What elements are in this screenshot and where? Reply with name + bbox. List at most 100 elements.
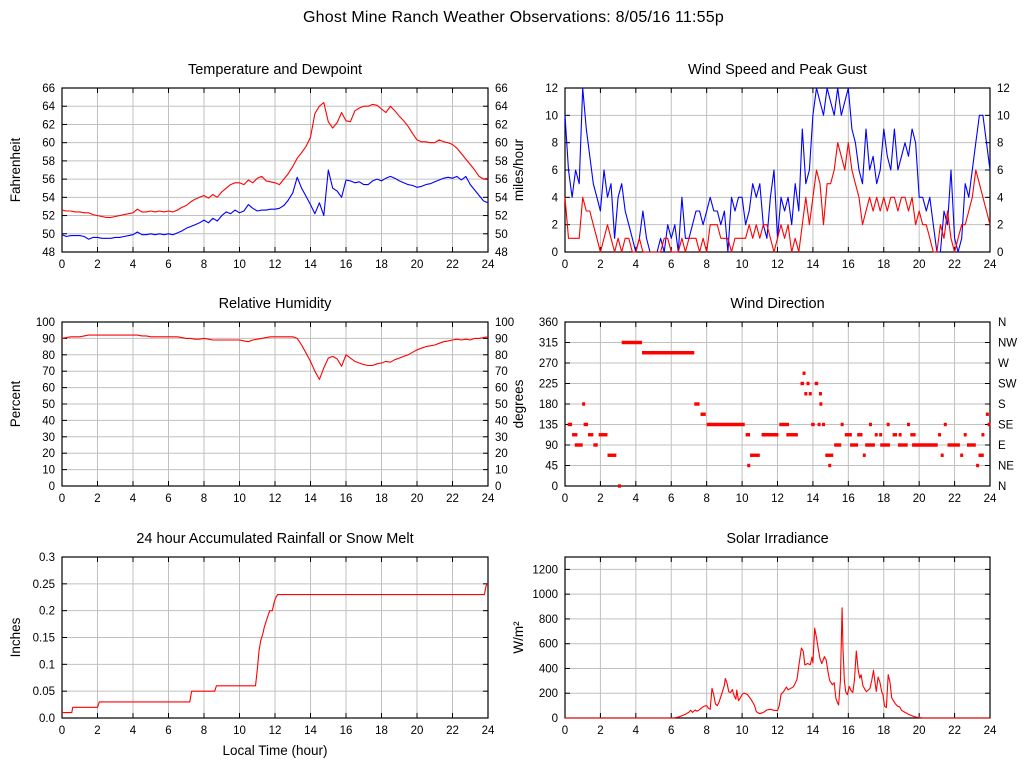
relative-humidity-ytick-right: 50 bbox=[495, 399, 508, 411]
wind-speed-gust-wind-speed-line bbox=[564, 142, 991, 253]
wind-direction-compass-label: NE bbox=[998, 461, 1014, 473]
relative-humidity-title: Relative Humidity bbox=[219, 296, 333, 312]
rainfall-ytick: 0.3 bbox=[39, 552, 55, 564]
temperature-dewpoint-xtick: 4 bbox=[130, 259, 137, 271]
temperature-dewpoint-ytick-right: 54 bbox=[495, 192, 508, 204]
solar-irradiance-ytick: 1000 bbox=[532, 589, 558, 601]
relative-humidity-ytick: 100 bbox=[36, 317, 55, 329]
rainfall-rainfall-line bbox=[62, 583, 489, 714]
wind-speed-gust-xtick: 14 bbox=[807, 259, 820, 271]
wind-direction-xtick: 8 bbox=[703, 493, 709, 505]
solar-irradiance-xtick: 18 bbox=[877, 725, 890, 737]
wind-speed-gust-ytick-right: 2 bbox=[997, 220, 1003, 232]
wind-direction-xtick: 12 bbox=[771, 493, 784, 505]
wind-speed-gust-ytick-right: 8 bbox=[997, 138, 1003, 150]
rainfall-xtick: 14 bbox=[304, 725, 317, 737]
wind-speed-gust-xtick: 4 bbox=[633, 259, 640, 271]
wind-direction-ytick: 90 bbox=[545, 440, 558, 452]
relative-humidity-ytick: 70 bbox=[42, 366, 55, 378]
temperature-dewpoint-ytick-right: 52 bbox=[495, 211, 508, 223]
temperature-dewpoint-ytick: 56 bbox=[42, 174, 55, 186]
relative-humidity-ytick: 20 bbox=[42, 448, 55, 460]
wind-direction-compass-label: W bbox=[998, 358, 1009, 370]
wind-direction-ytick: 0 bbox=[552, 481, 558, 493]
wind-speed-gust-xtick: 10 bbox=[736, 259, 749, 271]
wind-speed-gust-xtick: 8 bbox=[703, 259, 709, 271]
wind-direction-compass-label: SE bbox=[998, 420, 1014, 432]
rainfall-xtick: 22 bbox=[446, 725, 459, 737]
solar-irradiance-xtick: 16 bbox=[842, 725, 855, 737]
rainfall-xtick: 20 bbox=[411, 725, 424, 737]
wind-direction-ytick: 315 bbox=[539, 338, 558, 350]
rainfall-ylabel: Inches bbox=[8, 617, 23, 657]
wind-direction-xtick: 20 bbox=[913, 493, 926, 505]
relative-humidity-ytick: 40 bbox=[42, 415, 55, 427]
wind-direction-xtick: 0 bbox=[562, 493, 568, 505]
rainfall-ytick: 0.15 bbox=[33, 633, 55, 645]
rainfall-title: 24 hour Accumulated Rainfall or Snow Mel… bbox=[136, 531, 413, 547]
rainfall-xtick: 0 bbox=[59, 725, 65, 737]
rainfall-ytick: 0.1 bbox=[39, 659, 55, 671]
relative-humidity-ytick-right: 60 bbox=[495, 383, 508, 395]
wind-direction-ytick: 135 bbox=[539, 420, 558, 432]
relative-humidity-ytick-right: 30 bbox=[495, 432, 508, 444]
solar-irradiance-xtick: 10 bbox=[736, 725, 749, 737]
temperature-dewpoint-ylabel: Fahrenheit bbox=[8, 137, 23, 202]
temperature-dewpoint-ytick-right: 58 bbox=[495, 156, 508, 168]
wind-speed-gust-ytick: 4 bbox=[552, 192, 559, 204]
wind-direction-ylabel: degrees bbox=[511, 379, 526, 428]
relative-humidity-xtick: 0 bbox=[59, 493, 65, 505]
temperature-dewpoint-xtick: 12 bbox=[269, 259, 282, 271]
solar-irradiance-ytick: 600 bbox=[539, 639, 558, 651]
temperature-dewpoint-ytick: 64 bbox=[42, 101, 55, 113]
wind-speed-gust-ytick-right: 6 bbox=[997, 165, 1003, 177]
relative-humidity-ytick-right: 90 bbox=[495, 333, 508, 345]
relative-humidity-ytick: 30 bbox=[42, 432, 55, 444]
temperature-dewpoint-xtick: 22 bbox=[446, 259, 459, 271]
wind-speed-gust-ytick: 8 bbox=[552, 138, 558, 150]
temperature-dewpoint-xtick: 10 bbox=[233, 259, 246, 271]
wind-direction-compass-label: N bbox=[998, 481, 1006, 493]
wind-speed-gust-ytick: 10 bbox=[545, 110, 558, 122]
rainfall-xtick: 24 bbox=[482, 725, 495, 737]
wind-direction-xtick: 24 bbox=[984, 493, 997, 505]
relative-humidity-xtick: 24 bbox=[482, 493, 495, 505]
solar-irradiance-xtick: 24 bbox=[984, 725, 997, 737]
temperature-dewpoint-dewpoint-line bbox=[61, 169, 489, 240]
temperature-dewpoint-ytick-right: 48 bbox=[495, 247, 508, 259]
temperature-dewpoint-ytick-right: 62 bbox=[495, 119, 508, 131]
solar-irradiance-xtick: 2 bbox=[597, 725, 603, 737]
relative-humidity-xtick: 8 bbox=[201, 493, 207, 505]
relative-humidity-ytick-right: 0 bbox=[495, 481, 501, 493]
wind-speed-gust-ytick: 6 bbox=[552, 165, 558, 177]
temperature-dewpoint-ytick-right: 60 bbox=[495, 138, 508, 150]
wind-direction-ytick: 45 bbox=[545, 461, 558, 473]
wind-direction-compass-label: NW bbox=[998, 338, 1017, 350]
temperature-dewpoint-temperature-line bbox=[61, 102, 489, 218]
wind-speed-gust-xtick: 12 bbox=[771, 259, 784, 271]
solar-irradiance-chart: 0 2 4 6 8 10 12 14 16 18 20 22 240200400600800100012… bbox=[511, 531, 997, 737]
temperature-dewpoint-xtick: 6 bbox=[165, 259, 171, 271]
relative-humidity-ytick: 10 bbox=[42, 465, 55, 477]
solar-irradiance-xtick: 0 bbox=[562, 725, 568, 737]
temperature-dewpoint-ytick: 50 bbox=[42, 229, 55, 241]
solar-irradiance-solar-line bbox=[565, 607, 990, 719]
temperature-dewpoint-xtick: 18 bbox=[375, 259, 388, 271]
wind-speed-gust-ytick: 12 bbox=[545, 83, 558, 95]
wind-speed-gust-title: Wind Speed and Peak Gust bbox=[688, 62, 867, 78]
solar-irradiance-title: Solar Irradiance bbox=[726, 531, 828, 547]
wind-direction-xtick: 10 bbox=[736, 493, 749, 505]
rainfall-xtick: 10 bbox=[233, 725, 246, 737]
rainfall-xtick: 4 bbox=[130, 725, 137, 737]
solar-irradiance-xtick: 22 bbox=[948, 725, 961, 737]
rainfall-xlabel: Local Time (hour) bbox=[222, 743, 327, 758]
wind-speed-gust-ytick-right: 12 bbox=[997, 83, 1010, 95]
temperature-dewpoint-title: Temperature and Dewpoint bbox=[188, 62, 362, 78]
wind-speed-gust-ytick: 2 bbox=[552, 220, 558, 232]
relative-humidity-ytick: 60 bbox=[42, 383, 55, 395]
relative-humidity-ytick: 0 bbox=[49, 481, 55, 493]
